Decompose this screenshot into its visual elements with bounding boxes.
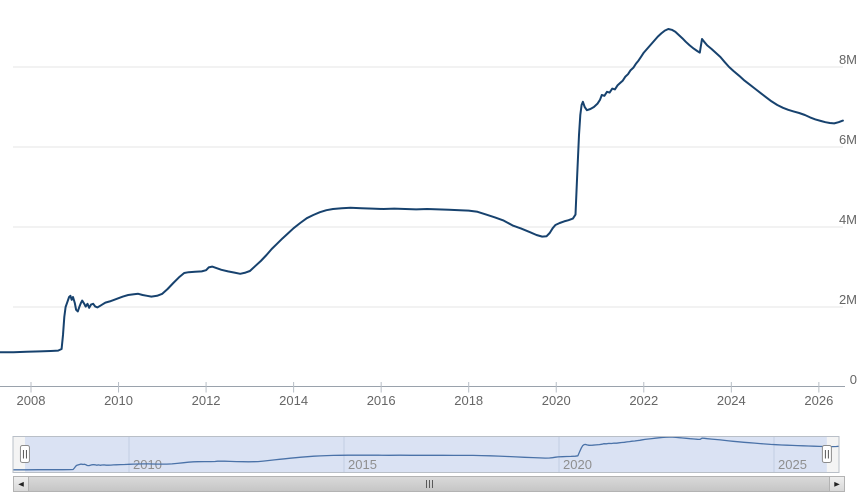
y-axis-label: 6M bbox=[839, 132, 857, 147]
x-axis-label: 2016 bbox=[367, 393, 396, 408]
scroll-right-button[interactable]: ▶ bbox=[829, 476, 845, 492]
main-gridlines bbox=[13, 66, 843, 308]
x-axis-label: 2012 bbox=[192, 393, 221, 408]
x-axis-label: 2022 bbox=[629, 393, 658, 408]
x-axis-label: 2008 bbox=[17, 393, 46, 408]
horizontal-scrollbar[interactable]: ◀ ▶ bbox=[13, 476, 845, 492]
navigator-outside-left[interactable] bbox=[13, 436, 25, 473]
y-axis-label: 0 bbox=[850, 372, 857, 387]
x-axis-label: 2020 bbox=[542, 393, 571, 408]
x-axis-label: 2024 bbox=[717, 393, 746, 408]
main-series bbox=[0, 28, 844, 354]
plot-area[interactable] bbox=[0, 0, 845, 386]
x-axis-label: 2018 bbox=[454, 393, 483, 408]
scrollbar-track[interactable] bbox=[29, 476, 829, 492]
y-axis-label: 4M bbox=[839, 212, 857, 227]
y-axis-label: 8M bbox=[839, 52, 857, 67]
x-axis-label: 2026 bbox=[804, 393, 833, 408]
navigator-axis-label: 2025 bbox=[778, 457, 807, 472]
x-axis-label: 2010 bbox=[104, 393, 133, 408]
navigator-axis-label: 2020 bbox=[563, 457, 592, 472]
navigator-handle-right[interactable] bbox=[821, 445, 832, 463]
x-axis-label: 2014 bbox=[279, 393, 308, 408]
navigator-handle-left-grip[interactable] bbox=[19, 445, 30, 463]
navigator-handle-right-grip[interactable] bbox=[821, 445, 832, 463]
navigator[interactable]: 2010 2015 2020 2025 bbox=[12, 436, 840, 473]
scrollbar-thumb[interactable] bbox=[29, 476, 829, 492]
x-axis bbox=[0, 382, 845, 393]
navigator-border bbox=[12, 436, 840, 473]
navigator-mask[interactable] bbox=[24, 436, 827, 473]
axis-labels: 8M 6M 4M 2M 0 2008 2010 2012 2014 2016 2018 2020 202… bbox=[17, 52, 857, 408]
scroll-left-button[interactable]: ◀ bbox=[13, 476, 29, 492]
series-line[interactable] bbox=[0, 28, 844, 354]
scrollbar-grip-icon bbox=[425, 480, 433, 488]
y-axis-label: 2M bbox=[839, 292, 857, 307]
navigator-handle-left[interactable] bbox=[19, 445, 30, 463]
scroll-left-icon: ◀ bbox=[18, 480, 24, 488]
navigator-axis-label: 2015 bbox=[348, 457, 377, 472]
navigator-series-line bbox=[13, 436, 839, 471]
scroll-right-icon: ▶ bbox=[834, 480, 840, 488]
